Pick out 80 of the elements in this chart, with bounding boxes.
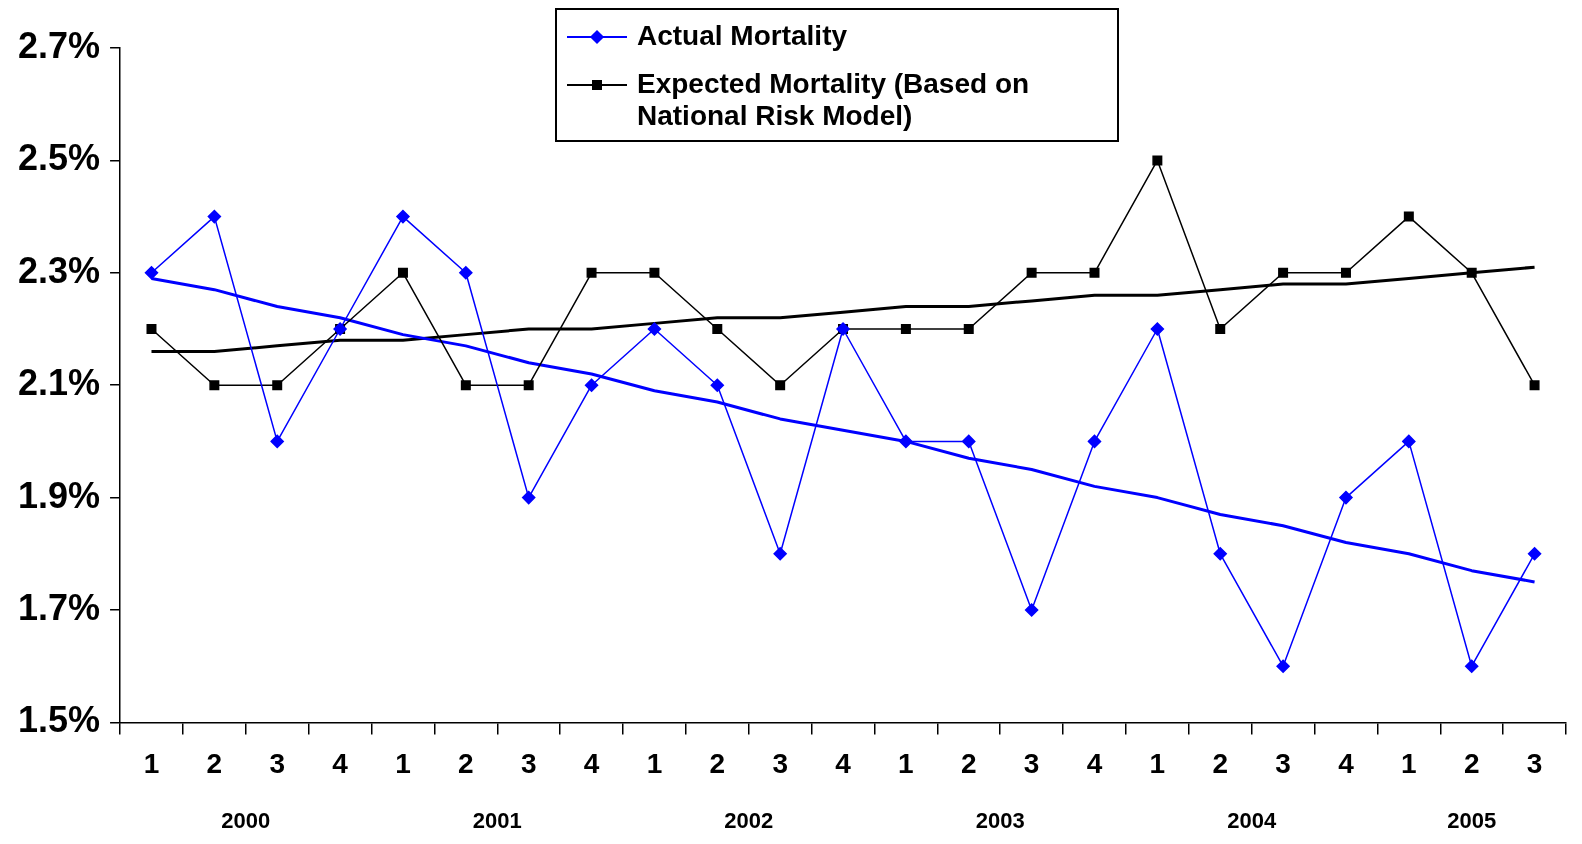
point xyxy=(1087,434,1102,449)
y-tick-label: 1.5% xyxy=(17,699,101,741)
point xyxy=(1529,380,1540,391)
point xyxy=(586,267,597,278)
x-tick-label: 2 xyxy=(206,747,223,779)
point xyxy=(1278,267,1289,278)
point xyxy=(1213,547,1227,561)
point xyxy=(899,434,913,449)
x-tick-label: 1 xyxy=(1401,747,1417,779)
text: 2000 xyxy=(221,808,271,834)
x-tick-label: 2 xyxy=(1463,747,1480,779)
point xyxy=(775,380,786,391)
text: 2005 xyxy=(1447,808,1497,834)
y-tick-label: 2.1% xyxy=(17,362,101,404)
point xyxy=(397,267,408,278)
point xyxy=(647,322,662,336)
x-tick-label: 1 xyxy=(1149,747,1166,779)
legend-label: Actual Mortality xyxy=(637,20,848,52)
point xyxy=(710,378,725,392)
point xyxy=(962,434,976,449)
x-tick-label: 3 xyxy=(1526,747,1543,779)
point xyxy=(1339,490,1353,505)
point xyxy=(1024,603,1039,617)
point xyxy=(1089,267,1100,278)
point xyxy=(1527,547,1542,561)
point xyxy=(1403,211,1414,222)
x-tick-label: 4 xyxy=(583,747,600,779)
point xyxy=(460,380,471,391)
point xyxy=(1276,659,1290,673)
x-tick-label: 2 xyxy=(709,747,726,779)
point xyxy=(1215,324,1226,334)
point xyxy=(1340,267,1351,278)
x-tick-label: 3 xyxy=(772,747,788,779)
y-tick-label: 1.9% xyxy=(17,474,101,516)
x-tick-label: 2 xyxy=(960,747,977,779)
x-tick-label: 2 xyxy=(458,747,474,779)
point xyxy=(1402,434,1416,449)
point xyxy=(1466,267,1477,278)
x-tick-label: 1 xyxy=(898,747,914,779)
x-tick-label: 4 xyxy=(1086,747,1103,779)
text: 2002 xyxy=(724,808,774,834)
text: 2001 xyxy=(472,808,522,834)
point xyxy=(144,266,159,280)
x-tick-label: 3 xyxy=(520,747,537,779)
x-tick-label: 1 xyxy=(143,747,160,779)
point xyxy=(270,434,284,449)
point xyxy=(523,380,534,391)
x-tick-label: 3 xyxy=(269,747,286,779)
point xyxy=(584,378,599,392)
point xyxy=(773,547,787,561)
point xyxy=(712,324,723,334)
text: 2004 xyxy=(1227,808,1277,834)
point xyxy=(272,380,283,391)
point xyxy=(649,267,660,278)
x-tick-label: 1 xyxy=(646,747,663,779)
x-tick-label: 4 xyxy=(1338,747,1355,779)
point xyxy=(963,324,974,334)
point xyxy=(396,209,410,224)
x-tick-label: 4 xyxy=(332,747,349,779)
point xyxy=(1152,155,1163,166)
point xyxy=(521,490,536,505)
point xyxy=(146,324,157,334)
text: 2003 xyxy=(975,808,1025,834)
y-tick-label: 2.7% xyxy=(17,24,101,66)
point xyxy=(207,209,222,224)
y-tick-label: 2.5% xyxy=(17,137,101,179)
x-tick-label: 3 xyxy=(1275,747,1291,779)
point xyxy=(1464,659,1479,673)
point xyxy=(1026,267,1037,278)
point xyxy=(900,324,911,334)
y-tick-label: 1.7% xyxy=(17,586,101,628)
y-tick-label: 2.3% xyxy=(17,249,101,291)
point xyxy=(209,380,220,391)
x-tick-label: 2 xyxy=(1212,747,1229,779)
x-tick-label: 3 xyxy=(1023,747,1040,779)
point xyxy=(459,266,473,280)
point xyxy=(1150,322,1165,336)
x-tick-label: 4 xyxy=(835,747,852,779)
legend-label: Expected Mortality (Based on National Risk Model) xyxy=(637,68,1031,132)
x-tick-label: 1 xyxy=(395,747,411,779)
